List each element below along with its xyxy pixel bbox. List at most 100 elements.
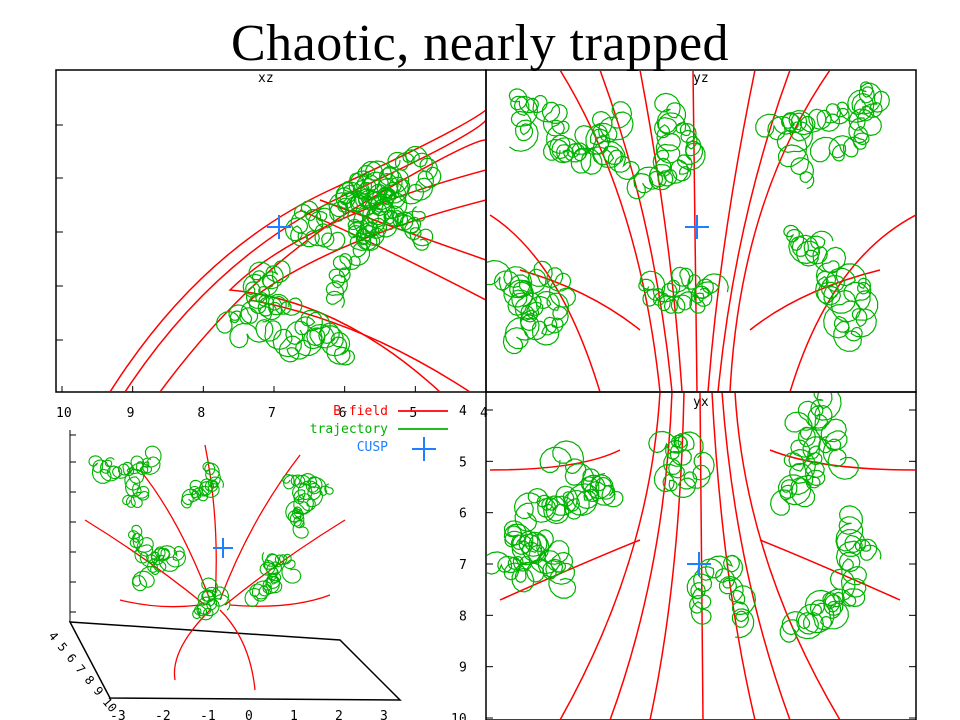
panel-perspective-depth-tick-label: 6 xyxy=(64,651,79,666)
panel-xz-trajectory xyxy=(229,309,356,366)
panel-perspective-depth-tick-label: 4 xyxy=(46,629,61,644)
panel-yx-field-line xyxy=(721,393,791,719)
panel-yz-trajectory xyxy=(487,259,577,355)
panel-yz-label: yz xyxy=(693,71,709,86)
panel-yx-y-tick-labels: 4 5 6 7 8 9 10 xyxy=(451,404,916,720)
panel-yx: yx 4 5 6 7 8 9 10 xyxy=(451,391,917,720)
panel-perspective-x-tick-label: 3 xyxy=(380,709,388,720)
panel-perspective-x-tick-label: 2 xyxy=(335,709,343,720)
panel-perspective-x-tick-label: -3 xyxy=(110,709,126,720)
panel-perspective-field-line xyxy=(219,454,301,601)
panel-perspective-depth-tick-label: 8 xyxy=(82,673,97,688)
legend-label: trajectory xyxy=(310,422,388,437)
panel-yx-y-tick-label: 7 xyxy=(459,558,467,573)
panel-yz-field-line xyxy=(749,269,881,331)
panel-xz-x-tick-label: 4 xyxy=(480,406,488,421)
panel-perspective-depth-tick-label: 7 xyxy=(73,662,88,677)
panel-yx-trajectory xyxy=(513,440,624,532)
panel-yx-trajectory xyxy=(769,393,859,516)
panel-perspective-field-line xyxy=(173,609,211,681)
panel-xz-x-tick-label: 5 xyxy=(409,406,417,421)
panel-xz-field-line xyxy=(228,169,485,391)
panel-xz-trajectory xyxy=(215,260,303,334)
panel-yz-field-line xyxy=(559,71,661,391)
panel-xz-y-tick-marks xyxy=(56,124,63,341)
panel-xz-x-tick-label: 9 xyxy=(127,406,135,421)
panel-perspective-axes xyxy=(68,430,402,701)
panel-yx-curves xyxy=(487,393,915,719)
panel-perspective-depth-tick-label: 5 xyxy=(55,640,70,655)
panel-yz-trajectory xyxy=(638,266,729,314)
panel-yx-field-line xyxy=(609,393,673,719)
panel-yx-field-line xyxy=(734,393,841,719)
panel-perspective-field-line xyxy=(219,609,256,691)
panel-yx-field-line xyxy=(559,393,661,719)
panel-yx-cusp xyxy=(687,552,711,576)
panel-yz-field-line xyxy=(489,214,601,391)
panel-yz-field-line xyxy=(599,71,673,391)
panel-perspective-x-tick-label: 0 xyxy=(245,709,253,720)
panel-perspective-trajectory xyxy=(88,445,162,508)
panel-perspective-trajectory xyxy=(127,524,187,592)
panel-perspective-trajectory xyxy=(282,473,334,539)
panel-perspective-floor xyxy=(68,621,402,701)
panel-perspective-x-tick-label: -2 xyxy=(155,709,171,720)
panel-yx-y-tick-label: 8 xyxy=(459,609,467,624)
panel-xz: xz 10 9 8 7 6 5 4 xyxy=(55,69,488,421)
slide-title: Chaotic, nearly trapped xyxy=(230,15,730,72)
legend-label: B-field xyxy=(333,404,388,419)
panel-yx-field-line xyxy=(699,393,704,719)
panel-xz-trajectory xyxy=(284,168,410,309)
panel-yz-field-line xyxy=(707,71,756,391)
panel-perspective-field-line xyxy=(119,599,201,608)
panel-yz-field-line xyxy=(717,71,791,391)
panel-xz-x-tick-label: 7 xyxy=(268,406,276,421)
panel-perspective-field-line xyxy=(229,594,331,607)
panel-yz-field-line xyxy=(692,71,698,391)
panel-perspective-trajectory xyxy=(180,461,225,509)
panel-yz-field-line xyxy=(729,71,831,391)
panel-xz-x-tick-label: 10 xyxy=(56,406,72,421)
panel-yz-trajectory xyxy=(755,81,891,190)
panel-yz-trajectory xyxy=(783,224,879,352)
panel-xz-x-tick-label: 6 xyxy=(339,406,347,421)
panel-xz-label: xz xyxy=(258,71,274,86)
panel-yx-frame xyxy=(485,391,917,720)
panel-yx-field-line xyxy=(759,539,901,601)
panel-yz-trajectory xyxy=(626,92,706,200)
legend-label: CUSP xyxy=(357,440,388,455)
panel-perspective-cusp xyxy=(213,538,233,558)
legend: B-field trajectory CUSP xyxy=(310,404,448,461)
panel-yx-y-tick-label: 6 xyxy=(459,507,467,522)
panel-yx-y-tick-label: 9 xyxy=(459,661,467,676)
panel-xz-x-tick-labels: 10 9 8 7 6 5 4 xyxy=(56,386,488,421)
panel-yz: yz xyxy=(485,69,917,393)
panel-yx-trajectory xyxy=(487,520,577,599)
panel-yx-y-tick-label: 5 xyxy=(459,455,467,470)
panel-yx-field-line xyxy=(649,393,685,719)
panel-perspective-trajectory xyxy=(192,577,231,621)
panel-xz-field-line xyxy=(159,139,485,391)
panel-xz-field-line xyxy=(299,209,485,301)
panel-perspective-field-line xyxy=(224,519,346,606)
panel-yz-trajectory xyxy=(508,88,640,181)
panel-yx-label: yx xyxy=(693,395,709,410)
panel-perspective-field-line xyxy=(84,519,206,606)
panel-yx-y-tick-label: 4 xyxy=(459,404,467,419)
panel-perspective-curves xyxy=(84,444,346,691)
panel-yz-field-line xyxy=(639,71,683,391)
panel-xz-curves xyxy=(109,109,485,391)
panel-perspective-x-tick-label: -1 xyxy=(200,709,216,720)
panel-yx-field-line xyxy=(711,393,756,719)
panel-yx-trajectory xyxy=(648,430,715,499)
panel-yx-field-line xyxy=(489,449,621,471)
panel-yx-trajectory xyxy=(779,505,882,643)
panel-xz-cusp xyxy=(267,215,291,239)
panel-xz-x-tick-label: 8 xyxy=(197,406,205,421)
panel-perspective-x-tick-label: 1 xyxy=(290,709,298,720)
panel-yx-trajectory xyxy=(686,554,757,639)
panel-xz-trajectory xyxy=(347,198,434,251)
